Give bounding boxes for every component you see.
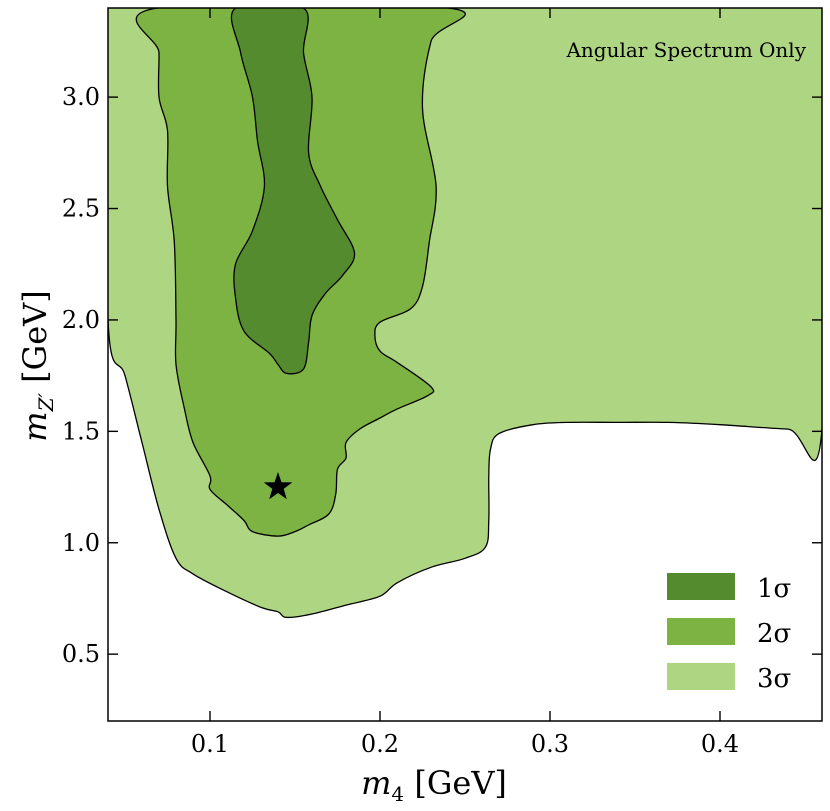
y-axis-unit: [GeV]: [16, 290, 54, 383]
y-tick-label: 2.5: [62, 195, 100, 223]
annotation-text: Angular Spectrum Only: [565, 38, 806, 62]
legend-swatch: [667, 573, 735, 600]
x-axis-unit: [GeV]: [414, 764, 507, 802]
y-axis-variable: m: [16, 411, 54, 441]
legend-label: 3σ: [757, 664, 791, 694]
y-axis-title: mZ′ [GeV]: [16, 290, 58, 442]
x-axis-space: [404, 764, 414, 802]
x-tick-label: 0.1: [191, 730, 229, 758]
y-tick-label: 2.0: [62, 306, 100, 334]
x-axis-variable: m: [361, 764, 391, 802]
y-tick-label: 3.0: [62, 83, 100, 111]
x-axis-subscript: 4: [391, 782, 404, 806]
y-tick-label: 0.5: [62, 640, 100, 668]
legend-label: 2σ: [757, 619, 791, 649]
legend-label: 1σ: [757, 574, 791, 604]
best-fit-star-marker: [263, 472, 293, 500]
x-tick-label: 0.3: [531, 730, 569, 758]
svg-text:m4 [GeV]: m4 [GeV]: [361, 764, 507, 806]
y-tick-label: 1.5: [62, 417, 100, 445]
y-axis-space: [16, 383, 54, 393]
region-1sigma: [230, 8, 356, 375]
svg-text:mZ′ [GeV]: mZ′ [GeV]: [16, 290, 58, 442]
axis-ticks: 0.1 0.2 0.3 0.4 0.5 1.0 1.5 2.0 2.5 3.0: [62, 8, 822, 758]
y-tick-label: 1.0: [62, 529, 100, 557]
x-tick-label: 0.4: [701, 730, 739, 758]
x-tick-label: 0.2: [361, 730, 399, 758]
legend-swatch: [667, 618, 735, 645]
confidence-regions: [108, 8, 822, 619]
plot-frame: [107, 7, 823, 722]
x-axis-title: m4 [GeV]: [361, 764, 507, 806]
y-axis-subscript: Z′: [34, 393, 58, 413]
legend-swatch: [667, 663, 735, 690]
legend: 1σ 2σ 3σ: [667, 573, 791, 694]
